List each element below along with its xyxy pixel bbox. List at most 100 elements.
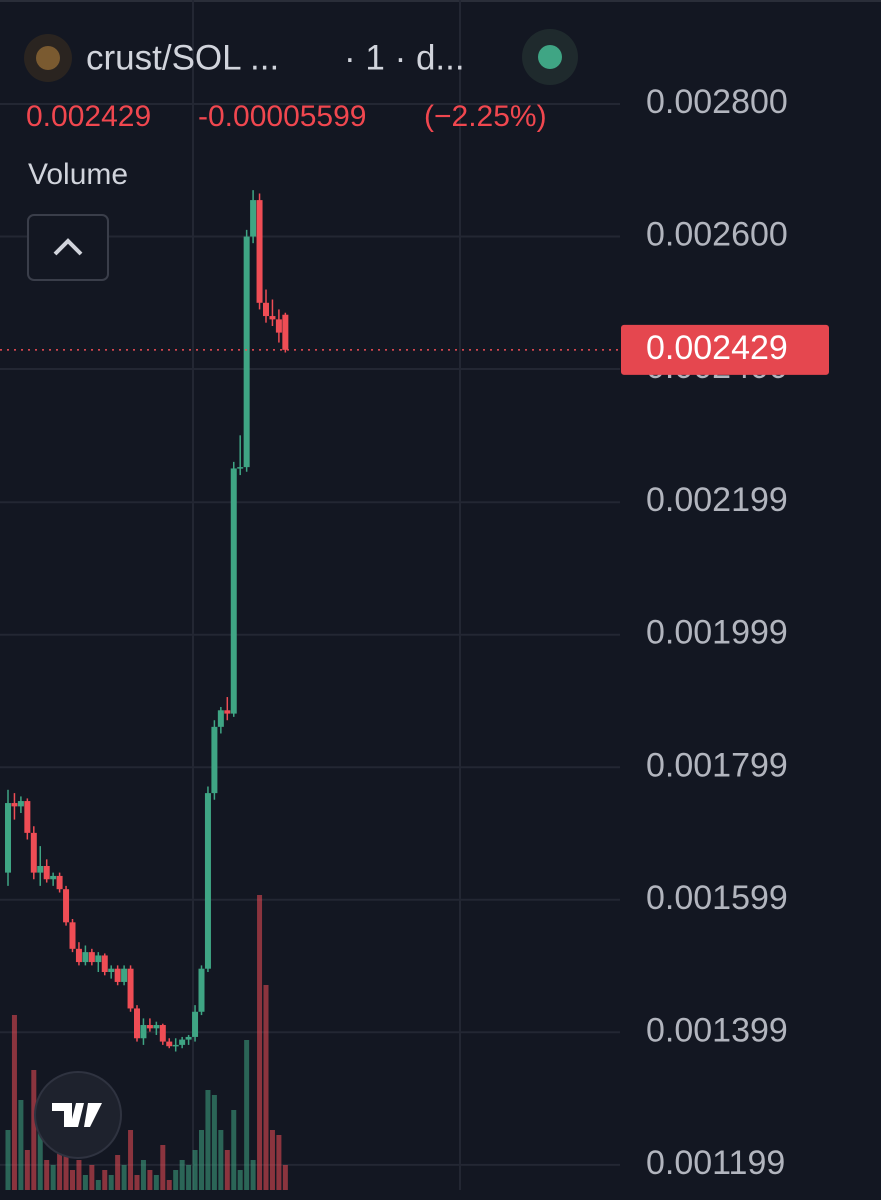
volume-bar (121, 1165, 127, 1190)
candle-body (263, 302, 269, 317)
y-tick-label: 0.002800 (646, 83, 788, 121)
candle-body (30, 832, 37, 873)
candle-body (204, 793, 211, 969)
volume-bar (5, 1130, 11, 1190)
collapse-button[interactable] (27, 214, 109, 281)
y-tick-label: 0.002600 (646, 216, 788, 254)
volume-bar (115, 1155, 121, 1190)
volume-bar (140, 1160, 146, 1190)
volume-bar (199, 1130, 204, 1190)
volume-bar (192, 1150, 198, 1190)
candle-body (11, 803, 18, 807)
volume-bar (263, 985, 269, 1190)
candle-body (237, 467, 244, 469)
y-tick-label: 0.002199 (646, 481, 788, 519)
y-tick-label: 0.001399 (646, 1011, 788, 1049)
candle-body (24, 801, 31, 833)
volume-bar (282, 1165, 288, 1190)
tv-logo-mark[interactable] (52, 1103, 102, 1127)
volume-bar (89, 1165, 95, 1190)
symbol-title: crust/SOL ... (86, 38, 279, 77)
candle-body (95, 955, 102, 963)
candle-body (256, 200, 263, 303)
volume-bar (244, 1040, 250, 1190)
collapse-icon[interactable] (53, 238, 83, 256)
symbol-logo-inner (36, 46, 60, 70)
y-tick-label: 0.001999 (646, 614, 788, 652)
candle-body (185, 1036, 192, 1040)
candle-body (198, 968, 205, 1012)
volume-bar (18, 1100, 24, 1190)
candle-body (75, 948, 82, 963)
volume-bar (179, 1160, 185, 1190)
volume-bar (250, 1160, 256, 1190)
candle-body (5, 803, 11, 873)
volume-bar (76, 1160, 82, 1190)
last-price: 0.002429 (26, 100, 151, 133)
candle-body (217, 710, 224, 727)
overlay: 0.002429 (0, 324, 829, 375)
volume-bar (128, 1130, 134, 1190)
volume-bar (224, 1150, 230, 1190)
volume-bar (57, 1150, 63, 1190)
candle-body (17, 801, 24, 807)
candle-layer (5, 190, 289, 1052)
candle-body (153, 1025, 160, 1029)
volume-bar (44, 1160, 50, 1190)
candle-body (82, 952, 89, 963)
candle-body (50, 875, 57, 880)
candle-body (43, 865, 50, 880)
candle-body (179, 1039, 186, 1045)
volume-bar (108, 1175, 114, 1190)
candle-body (250, 200, 257, 237)
change: -0.00005599 (198, 100, 367, 133)
candle-body (146, 1025, 153, 1029)
interval: · 1 · d... (344, 38, 465, 77)
candle-body (211, 726, 218, 794)
candle-body (159, 1025, 166, 1042)
y-tick-label: 0.001199 (646, 1144, 785, 1182)
y-tick-label: 0.001799 (646, 746, 788, 784)
volume-bar (205, 1090, 211, 1190)
grid (0, 103, 620, 1166)
volume-bar (218, 1130, 224, 1190)
volume-bar (257, 895, 263, 1190)
price-tag-label: 0.002429 (646, 329, 788, 367)
volume-bar (231, 1110, 237, 1190)
volume-bar (269, 1130, 275, 1190)
volume-bar (95, 1180, 101, 1190)
volume-bar (50, 1165, 56, 1190)
volume-bar (276, 1135, 282, 1190)
candle-body (243, 236, 250, 468)
candle-body (127, 968, 134, 1009)
candle-body (269, 316, 276, 320)
status-dot[interactable] (538, 45, 562, 69)
y-axis: 0.0028000.0026000.0024000.0021990.001999… (646, 83, 788, 1182)
volume-bar (70, 1170, 75, 1190)
candle-body (230, 468, 237, 714)
volume-bar (153, 1175, 159, 1190)
volume-bar (102, 1170, 108, 1190)
candle-body (69, 922, 76, 949)
price-tag (621, 324, 829, 375)
candle-body (101, 955, 108, 973)
candle-body (114, 968, 121, 982)
candle-body (166, 1041, 173, 1047)
volume-bar (134, 1175, 140, 1190)
candle-body (88, 952, 95, 963)
volume-bar (82, 1175, 88, 1190)
candle-body (192, 1011, 199, 1037)
volume-bar (173, 1170, 179, 1190)
change-percent: (−2.25%) (424, 100, 547, 133)
volume-bar (211, 1095, 217, 1190)
candle-body (224, 710, 231, 714)
volume-bar (166, 1180, 172, 1190)
volume-bar (160, 1145, 166, 1190)
candle-body (134, 1008, 140, 1039)
candle-body (282, 314, 289, 350)
volume-bar (31, 1070, 37, 1190)
volume-bar (24, 1150, 30, 1190)
candle-body (140, 1025, 147, 1039)
volume-bar (147, 1170, 153, 1190)
